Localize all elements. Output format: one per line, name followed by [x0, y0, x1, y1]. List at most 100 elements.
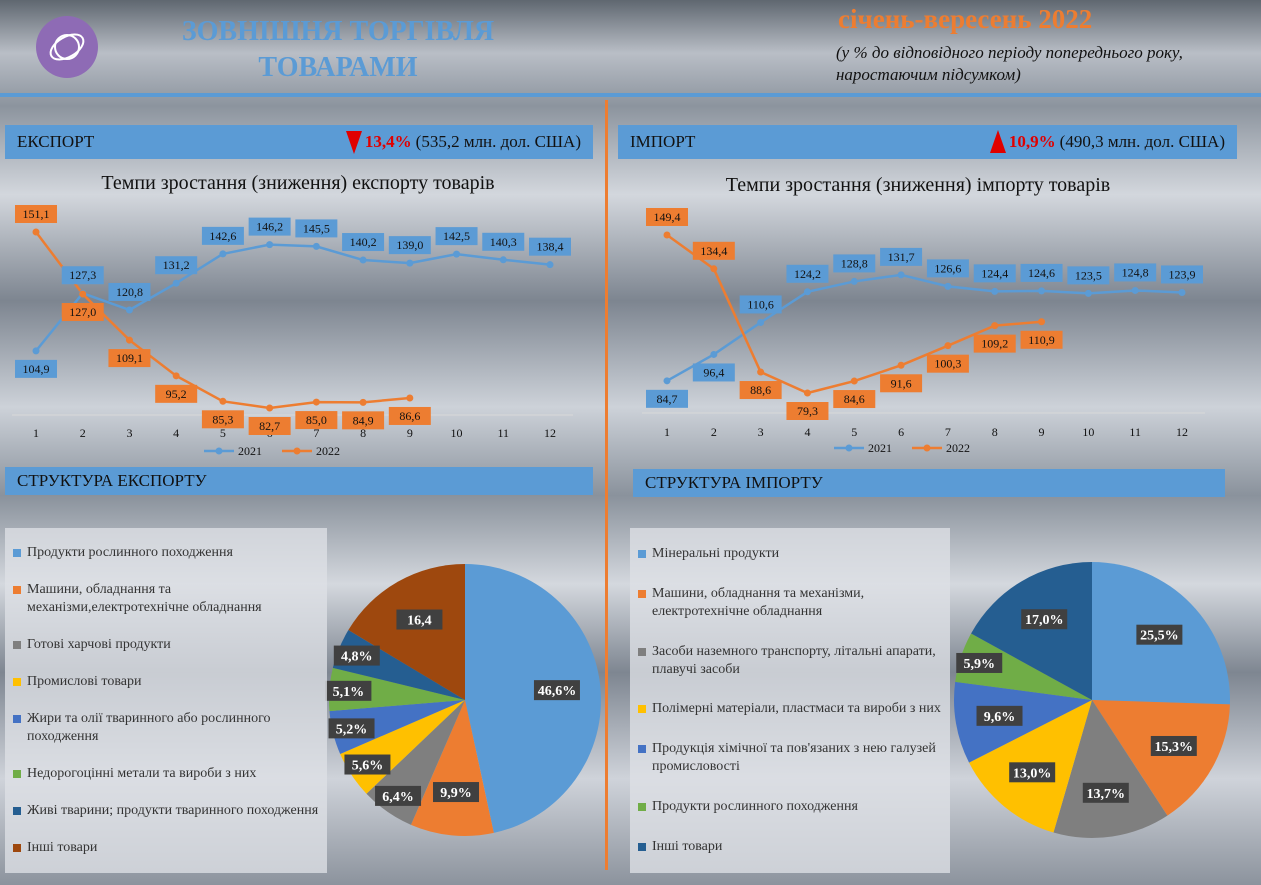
data-label: 149,4 [654, 210, 681, 224]
label-box [333, 645, 380, 666]
point [172, 372, 180, 380]
data-label: 4,8% [341, 650, 373, 665]
legend-item: Інші товари [638, 838, 942, 856]
data-label: 140,2 [350, 235, 377, 249]
legend-swatch [638, 705, 646, 714]
legend-swatch [638, 803, 646, 812]
data-label: 124,4 [981, 266, 1008, 280]
x-tick-label: 8 [992, 425, 998, 439]
label-box [739, 295, 782, 314]
label-box [396, 609, 443, 630]
title-line: ЗОВНІШНЯ ТОРГІВЛЯ [182, 16, 494, 47]
label-box [739, 381, 782, 400]
legend-item: Промислові товари [13, 673, 319, 691]
data-label: 85,3 [212, 412, 233, 426]
data-label: 17,0% [1025, 613, 1064, 628]
point [359, 398, 367, 406]
data-label: 16,4 [407, 614, 432, 629]
legend-item: Жири та олії тваринного або рослинного п… [13, 710, 319, 746]
point [710, 265, 718, 273]
x-tick-label: 1 [664, 425, 670, 439]
label-box [1009, 762, 1056, 783]
label-box [529, 237, 571, 256]
legend-swatch [13, 677, 21, 686]
pie-slice [955, 633, 1092, 700]
pie-title: СТРУКТУРА ІМПОРТУ [645, 473, 823, 492]
data-label: 140,3 [490, 235, 517, 249]
point [172, 279, 180, 287]
label-box [201, 410, 244, 429]
data-label: 124,6 [1028, 266, 1055, 280]
pie-slice [329, 700, 465, 755]
legend-item: Живі тварини; продукти тваринного походж… [13, 802, 319, 820]
point [312, 242, 320, 250]
data-label: 9,9% [440, 786, 472, 801]
x-tick-label: 3 [758, 425, 764, 439]
label-box [786, 264, 829, 283]
legend-label: Продукція хімічної та пов'язаних з нею г… [652, 741, 936, 775]
legend: Продукти рослинного походження Машини, об… [5, 528, 327, 873]
data-label: 95,2 [166, 387, 187, 401]
legend-label: Інші товари [652, 838, 723, 854]
label-box [833, 390, 876, 409]
pie-slice [1053, 700, 1168, 838]
legend-item: Продукти рослинного походження [638, 798, 942, 816]
label-box [1136, 624, 1183, 645]
data-label: 5,9% [963, 657, 995, 672]
legend-swatch [13, 770, 21, 779]
point [944, 342, 952, 350]
label-box [295, 219, 338, 238]
label-box [61, 266, 104, 285]
down-arrow [345, 131, 362, 154]
data-label: 88,6 [750, 383, 771, 397]
title-line: ТОВАРАМИ [258, 52, 417, 83]
data-label: 131,2 [163, 258, 190, 272]
import-bar: ІМПОРТ 10,9% (490,3 млн. дол. США) [618, 125, 1237, 159]
x-tick-label: 4 [173, 426, 179, 440]
data-label: 151,1 [23, 207, 50, 221]
label-box [1114, 263, 1157, 282]
label-box [533, 680, 580, 701]
data-label: 96,4 [703, 365, 724, 379]
data-label: 110,9 [1028, 333, 1055, 347]
legend-swatch [638, 842, 646, 851]
point [757, 368, 765, 376]
data-label: 131,7 [888, 250, 915, 264]
label-box [1150, 735, 1197, 756]
data-label: 128,8 [841, 256, 868, 270]
import-label: ІМПОРТ [630, 132, 696, 151]
up-arrow [989, 130, 1006, 153]
legend-item: Машини, обладнання та механізми, електро… [638, 585, 942, 621]
label-box [155, 256, 198, 275]
export-change: 13,4% [364, 132, 412, 151]
point [850, 277, 858, 285]
period: січень-вересень 2022 [838, 4, 1092, 34]
legend-label: Жири та олії тваринного або рослинного п… [27, 711, 271, 745]
legend-label: Засоби наземного транспорту, літальні ап… [652, 643, 936, 677]
data-label: 5,2% [336, 722, 368, 737]
x-tick-label: 5 [851, 425, 857, 439]
data-label: 145,5 [303, 221, 330, 235]
pie-title-bar: СТРУКТУРА ІМПОРТУ [633, 469, 1225, 497]
point [312, 398, 320, 406]
label-box [325, 680, 372, 701]
label-box [976, 705, 1023, 726]
data-label: 139,0 [396, 238, 423, 252]
header-rule [0, 93, 1261, 97]
x-tick-label: 9 [407, 426, 413, 440]
x-tick-label: 12 [1176, 425, 1188, 439]
point [757, 318, 765, 326]
label-box [833, 254, 876, 273]
legend-swatch [13, 844, 21, 853]
import-summary: 10,9% (490,3 млн. дол. США) [989, 129, 1225, 155]
legend-swatch [13, 715, 21, 724]
legend-label: 2021 [238, 444, 262, 458]
point [663, 377, 671, 385]
pie-slice [971, 562, 1092, 700]
legend-swatch [638, 745, 646, 754]
point [266, 241, 274, 249]
point [663, 231, 671, 239]
x-tick-label: 10 [1082, 425, 1094, 439]
label-box [344, 754, 391, 775]
data-label: 13,7% [1087, 787, 1126, 802]
